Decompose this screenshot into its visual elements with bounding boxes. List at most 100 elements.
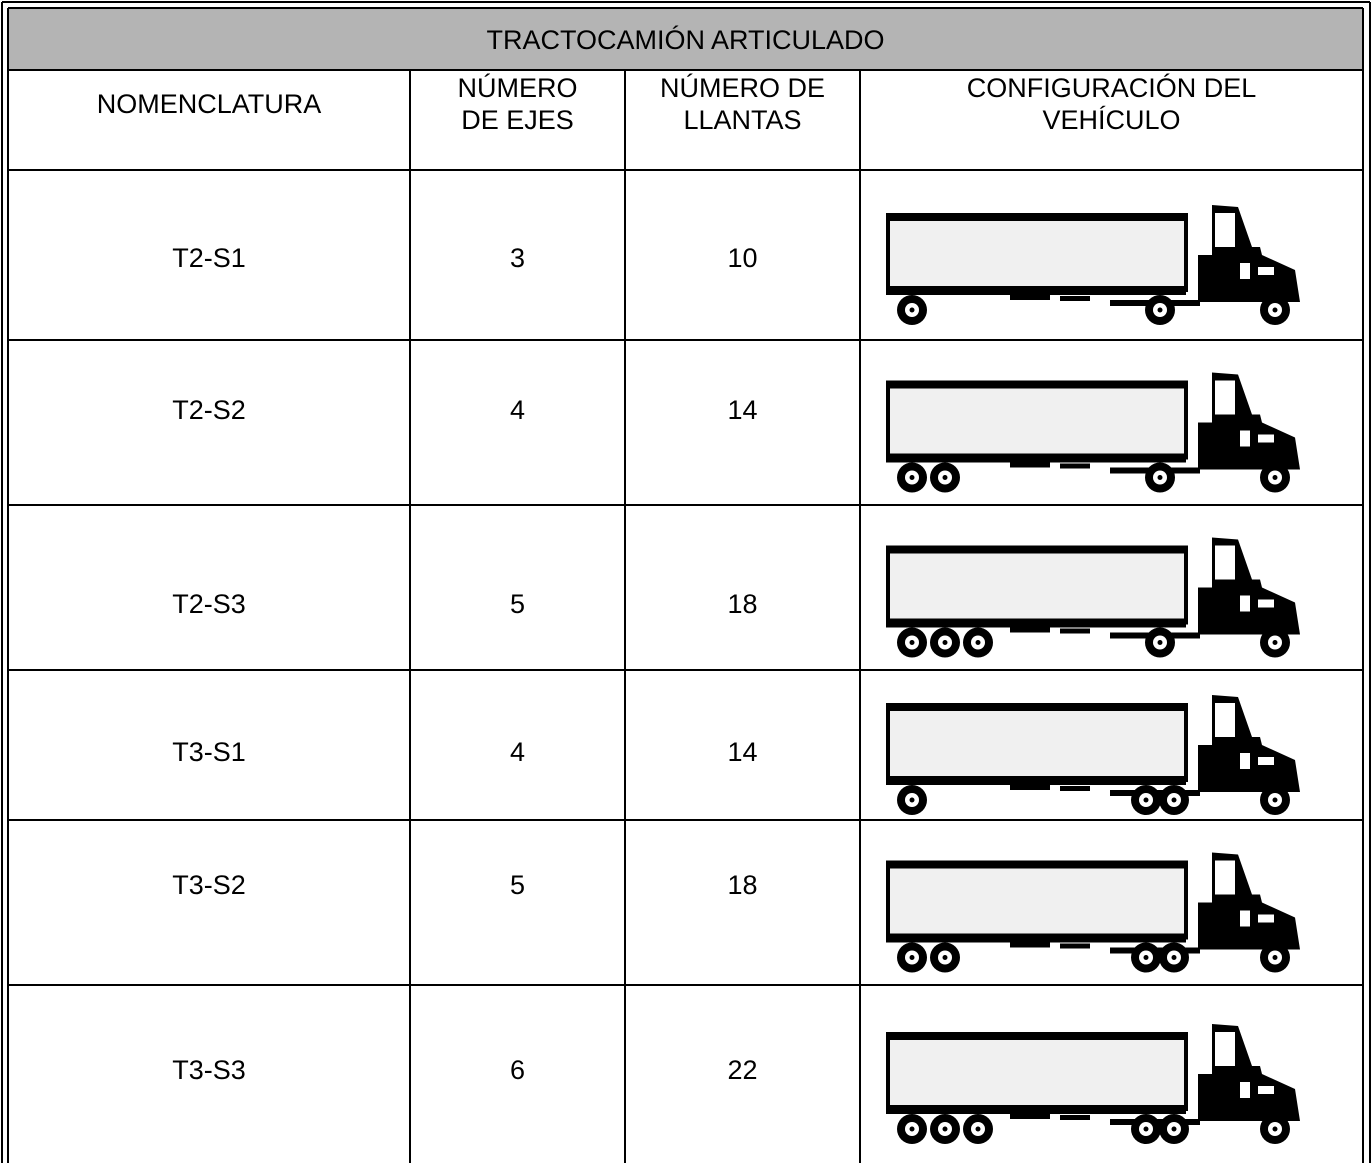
nomenclature: T2-S3 <box>172 589 246 619</box>
trailer <box>1060 943 1090 949</box>
tire-count: 14 <box>727 737 758 767</box>
wheel <box>1143 1126 1149 1132</box>
trailer <box>886 618 1186 628</box>
trailer <box>886 380 1188 460</box>
tractor-window <box>1258 267 1274 275</box>
wheel <box>1272 955 1278 960</box>
tractor-window <box>1215 703 1235 737</box>
nomenclature: T3-S2 <box>172 870 246 900</box>
column-header: NOMENCLATURA <box>96 89 322 119</box>
wheel <box>942 475 948 480</box>
wheel <box>1171 955 1177 960</box>
axle-count: 5 <box>509 589 526 619</box>
wheel <box>1272 797 1278 803</box>
trailer <box>888 382 1186 389</box>
wheel <box>1171 1126 1177 1132</box>
tractor-window <box>1240 430 1250 447</box>
trailer <box>886 703 1188 782</box>
nomenclature: T3-S1 <box>172 737 246 767</box>
wheel <box>942 1126 948 1132</box>
trailer <box>886 1032 1188 1111</box>
axle-count: 5 <box>509 870 526 900</box>
nomenclature: T3-S3 <box>172 1055 246 1085</box>
trailer <box>1010 626 1050 633</box>
wheel <box>1157 640 1163 645</box>
trailer <box>888 705 1186 711</box>
tractor-window <box>1240 595 1250 612</box>
trailer <box>1010 941 1050 948</box>
axle-count: 6 <box>509 1055 526 1085</box>
trailer <box>886 776 1186 785</box>
tractor-window <box>1240 753 1250 769</box>
trailer <box>886 545 1188 625</box>
tire-count: 22 <box>727 1055 758 1085</box>
trailer <box>1010 294 1050 300</box>
wheel <box>909 797 915 803</box>
tractor-window <box>1258 434 1274 443</box>
tire-count: 18 <box>727 589 758 619</box>
trailer <box>886 213 1188 292</box>
axle-count: 4 <box>509 737 526 767</box>
wheel <box>942 640 948 645</box>
wheel <box>909 640 915 645</box>
wheel <box>975 640 981 645</box>
trailer <box>1060 296 1090 301</box>
wheel <box>1157 475 1163 480</box>
wheel <box>1272 1126 1278 1132</box>
wheel <box>1272 307 1278 313</box>
trailer <box>888 862 1186 869</box>
wheel <box>1171 797 1177 803</box>
trailer <box>886 933 1186 943</box>
nomenclature: T2-S1 <box>172 243 246 273</box>
trailer <box>886 286 1186 295</box>
trailer <box>1060 463 1090 469</box>
wheel <box>942 955 948 960</box>
tractor-window <box>1258 914 1274 923</box>
tractor-window <box>1240 263 1250 279</box>
trailer <box>1010 784 1050 790</box>
tractor-window <box>1215 545 1235 580</box>
tractor-window <box>1215 860 1235 895</box>
tire-count: 10 <box>727 243 758 273</box>
trailer <box>888 1034 1186 1040</box>
wheel <box>1272 475 1278 480</box>
tractor-window <box>1240 910 1250 927</box>
wheel <box>1157 307 1163 313</box>
wheel <box>909 955 915 960</box>
tractor-window <box>1240 1082 1250 1098</box>
trailer <box>888 547 1186 554</box>
nomenclature: T2-S2 <box>172 395 246 425</box>
trailer <box>886 1105 1186 1114</box>
trailer <box>886 860 1188 940</box>
tractor-window <box>1215 1032 1235 1066</box>
trailer <box>1010 461 1050 468</box>
wheel <box>1272 640 1278 645</box>
column-header: NÚMERO DE EJES <box>457 73 578 135</box>
axle-count: 3 <box>509 243 526 273</box>
axle-count: 4 <box>509 395 526 425</box>
trailer <box>1060 786 1090 791</box>
wheel <box>909 475 915 480</box>
tire-count: 14 <box>727 395 758 425</box>
wheel <box>909 307 915 313</box>
column-header: NÚMERO DE LLANTAS <box>659 73 825 135</box>
wheel <box>909 1126 915 1132</box>
trailer <box>1060 1115 1090 1120</box>
wheel <box>1143 955 1149 960</box>
tire-count: 18 <box>727 870 758 900</box>
wheel <box>1143 797 1149 803</box>
tractor-window <box>1215 213 1235 247</box>
tractor-window <box>1258 1086 1274 1094</box>
tractor-window <box>1258 599 1274 608</box>
tractor-window <box>1258 757 1274 765</box>
trailer <box>1010 1113 1050 1119</box>
tractor-window <box>1215 380 1235 415</box>
column-header: CONFIGURACIÓN DEL VEHÍCULO <box>966 73 1257 135</box>
trailer <box>888 215 1186 221</box>
trailer <box>1060 628 1090 634</box>
table-title: TRACTOCAMIÓN ARTICULADO <box>486 25 885 55</box>
trailer <box>886 453 1186 463</box>
